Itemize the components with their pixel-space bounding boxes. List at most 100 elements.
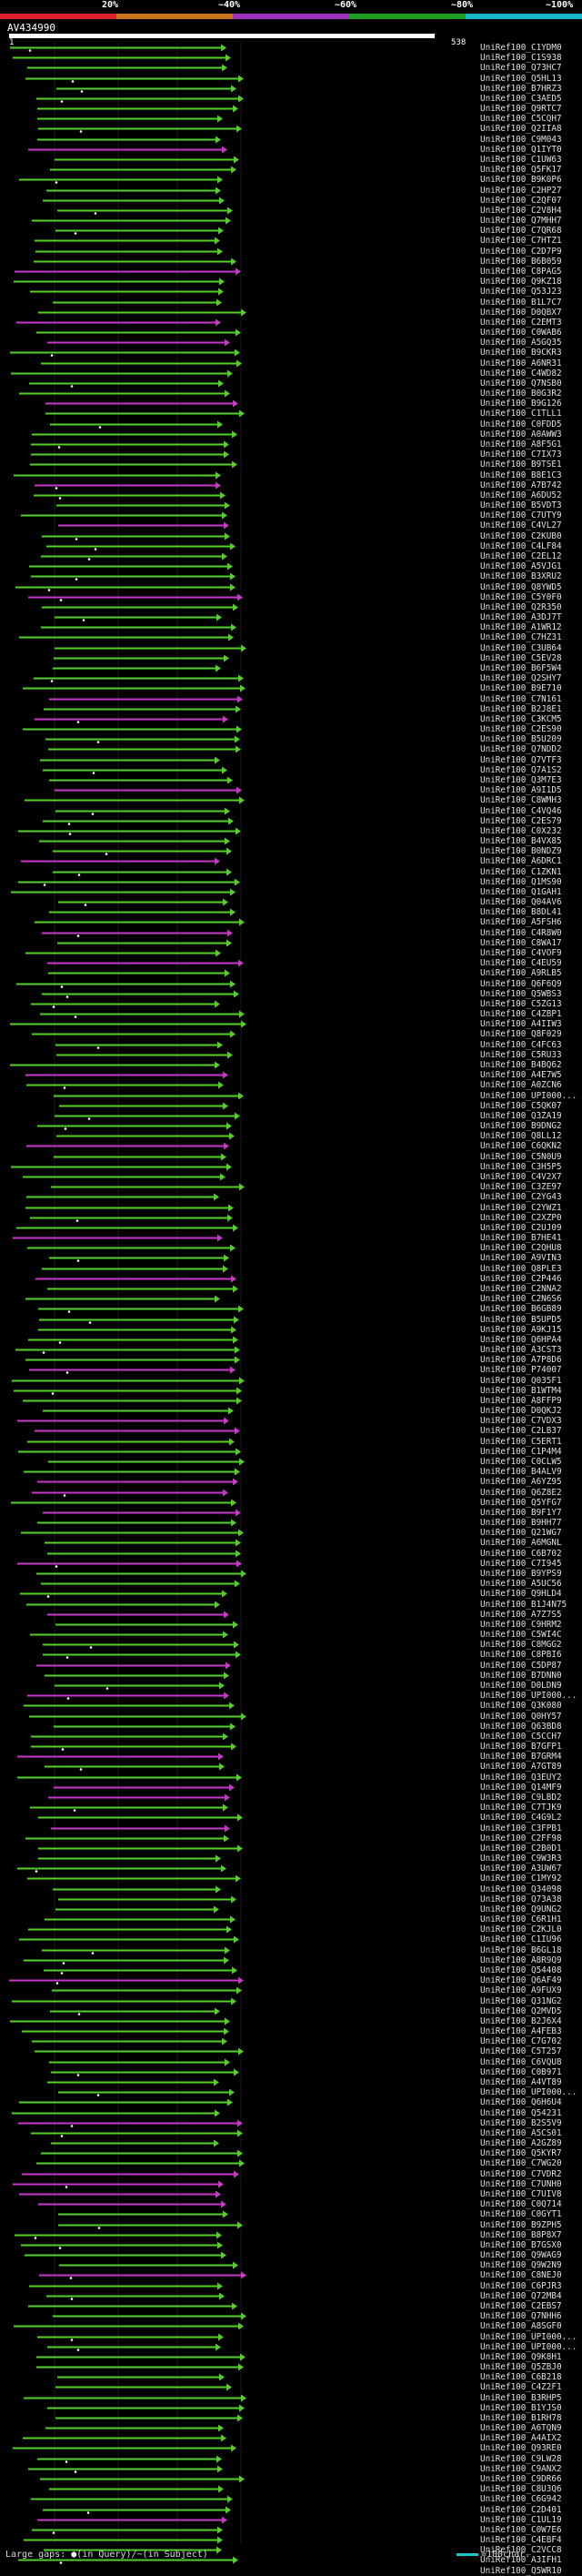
hit-label[interactable]: UniRef100_B5U209 [480, 734, 562, 745]
hit-label[interactable]: UniRef100_A4E7W5 [480, 1070, 562, 1081]
hit-label[interactable]: UniRef100_C5N0U9 [480, 1151, 562, 1162]
hit-label[interactable]: UniRef100_B9HH77 [480, 1518, 562, 1529]
hit-label[interactable]: UniRef100_C9LBD2 [480, 1792, 562, 1803]
hit-label[interactable]: UniRef100_A0ZCN6 [480, 1080, 562, 1091]
hit-label[interactable]: UniRef100_C7QR68 [480, 226, 562, 237]
hit-label[interactable]: UniRef100_B6F5W4 [480, 662, 562, 673]
hit-label[interactable]: UniRef100_B9DNG2 [480, 1121, 562, 1132]
hit-label[interactable]: UniRef100_A9KJ15 [480, 1324, 562, 1335]
hit-label[interactable]: UniRef100_C6R1H1 [480, 1914, 562, 1925]
hit-label[interactable]: UniRef100_A2GZ89 [480, 2138, 562, 2149]
hit-label[interactable]: UniRef100_C5Y0F0 [480, 591, 562, 602]
hit-label[interactable]: UniRef100_A4VT89 [480, 2077, 562, 2087]
hit-label[interactable]: UniRef100_C7HZ31 [480, 632, 562, 643]
hit-label[interactable]: UniRef100_Q7NSB0 [480, 378, 562, 389]
hit-label[interactable]: UniRef100_C2QF07 [480, 195, 562, 206]
hit-label[interactable]: UniRef100_C6PJR3 [480, 2280, 562, 2291]
hit-label[interactable]: UniRef100_C7UNH0 [480, 2178, 562, 2189]
hit-label[interactable]: UniRef100_C0GYT1 [480, 2209, 562, 2220]
hit-label[interactable]: UniRef100_B9TSE1 [480, 460, 562, 470]
hit-label[interactable]: UniRef100_A8FFP9 [480, 1395, 562, 1406]
hit-label[interactable]: UniRef100_A5UC56 [480, 1579, 562, 1590]
hit-label[interactable]: UniRef100_C7IX73 [480, 450, 562, 460]
hit-label[interactable]: UniRef100_C6B218 [480, 2372, 562, 2383]
hit-label[interactable]: UniRef100_Q6AF49 [480, 1975, 562, 1986]
hit-label[interactable]: UniRef100_C8WMH3 [480, 795, 562, 806]
hit-label[interactable]: UniRef100_Q7NDD2 [480, 744, 562, 755]
hit-label[interactable]: UniRef100_C0W7E6 [480, 2524, 562, 2535]
hit-label[interactable]: UniRef100_C5RU33 [480, 1049, 562, 1060]
hit-label[interactable]: UniRef100_C8MGG2 [480, 1640, 562, 1651]
hit-label[interactable]: UniRef100_D0QBX7 [480, 307, 562, 318]
hit-label[interactable]: UniRef100_B1WTM4 [480, 1385, 562, 1396]
hit-label[interactable]: UniRef100_C7UIV8 [480, 2188, 562, 2199]
hit-label[interactable]: UniRef100_C3UB64 [480, 642, 562, 653]
hit-label[interactable]: UniRef100_A7Z7S5 [480, 1609, 562, 1620]
hit-label[interactable]: UniRef100_Q9W2N9 [480, 2260, 562, 2271]
hit-label[interactable]: UniRef100_C5T257 [480, 2046, 562, 2057]
hit-label[interactable]: UniRef100_A4IIW3 [480, 1019, 562, 1030]
hit-label[interactable]: UniRef100_C3H5P5 [480, 1161, 562, 1172]
hit-label[interactable]: UniRef100_Q9WAG9 [480, 2250, 562, 2261]
hit-label[interactable]: UniRef100_C1YDM0 [480, 43, 562, 53]
hit-label[interactable]: UniRef100_A9I1D5 [480, 785, 562, 796]
hit-label[interactable]: UniRef100_Q9RTC7 [480, 104, 562, 115]
hit-label[interactable]: UniRef100_A5GQ35 [480, 338, 562, 349]
hit-label[interactable]: UniRef100_UPI000... [480, 2341, 577, 2352]
hit-label[interactable]: UniRef100_Q3ZA19 [480, 1110, 562, 1121]
hit-label[interactable]: UniRef100_C7VDX3 [480, 1416, 562, 1427]
hit-label[interactable]: UniRef100_C3AED5 [480, 93, 562, 104]
hit-label[interactable]: UniRef100_Q9K8H1 [480, 2351, 562, 2362]
hit-label[interactable]: UniRef100_C5EV28 [480, 652, 562, 663]
hit-label[interactable]: UniRef100_B0NDZ9 [480, 846, 562, 857]
hit-label[interactable]: UniRef100_C4ZBP1 [480, 1009, 562, 1020]
hit-label[interactable]: UniRef100_Q93RE0 [480, 2443, 562, 2454]
hit-label[interactable]: UniRef100_C2NNA2 [480, 1283, 562, 1294]
hit-label[interactable]: UniRef100_A6TQN9 [480, 2423, 562, 2434]
hit-label[interactable]: UniRef100_Q73A38 [480, 1894, 562, 1904]
hit-label[interactable]: UniRef100_C4WD82 [480, 368, 562, 379]
hit-label[interactable]: UniRef100_C6B702 [480, 1548, 562, 1559]
hit-label[interactable]: UniRef100_C4Z2F1 [480, 2382, 562, 2393]
hit-label[interactable]: UniRef100_C2YWZ1 [480, 1202, 562, 1213]
hit-label[interactable]: UniRef100_Q8LL12 [480, 1131, 562, 1142]
hit-label[interactable]: UniRef100_C4FC63 [480, 1039, 562, 1050]
hit-label[interactable]: UniRef100_C1IU96 [480, 1935, 562, 1945]
hit-label[interactable]: UniRef100_Q2MVD5 [480, 2005, 562, 2016]
hit-label[interactable]: UniRef100_B9F1Y7 [480, 1507, 562, 1518]
hit-label[interactable]: UniRef100_C8NEJ0 [480, 2270, 562, 2281]
hit-label[interactable]: UniRef100_D0LDN9 [480, 1680, 562, 1691]
hit-label[interactable]: UniRef100_C2ES90 [480, 724, 562, 735]
hit-label[interactable]: UniRef100_C5WI4C [480, 1630, 562, 1641]
hit-label[interactable]: UniRef100_Q2IIA8 [480, 124, 562, 135]
hit-label[interactable]: UniRef100_B9G126 [480, 399, 562, 409]
hit-label[interactable]: UniRef100_A3CST3 [480, 1345, 562, 1356]
hit-label[interactable]: UniRef100_C2P446 [480, 1273, 562, 1284]
hit-label[interactable]: UniRef100_B1RH78 [480, 2412, 562, 2423]
hit-label[interactable]: UniRef100_B7HE41 [480, 1233, 562, 1244]
hit-label[interactable]: UniRef100_B9YPS9 [480, 1569, 562, 1579]
hit-label[interactable]: UniRef100_Q5YFG7 [480, 1497, 562, 1508]
hit-label[interactable]: UniRef100_B7HRZ3 [480, 83, 562, 94]
hit-label[interactable]: UniRef100_Q9KZ18 [480, 277, 562, 288]
hit-label[interactable]: UniRef100_C7N161 [480, 693, 562, 704]
hit-label[interactable]: UniRef100_C0B971 [480, 2066, 562, 2077]
hit-label[interactable]: UniRef100_C7WG20 [480, 2158, 562, 2169]
hit-label[interactable]: UniRef100_B1YJS0 [480, 2402, 562, 2413]
hit-label[interactable]: UniRef100_Q1GAH1 [480, 886, 562, 897]
hit-label[interactable]: UniRef100_Q21WG7 [480, 1528, 562, 1539]
hit-label[interactable]: UniRef100_C7TJK9 [480, 1803, 562, 1813]
hit-label[interactable]: UniRef100_B2S5V9 [480, 2117, 562, 2128]
hit-label[interactable]: UniRef100_Q3M7E3 [480, 774, 562, 785]
hit-label[interactable]: UniRef100_C9M043 [480, 134, 562, 145]
hit-label[interactable]: UniRef100_A6DU52 [480, 490, 562, 500]
hit-label[interactable]: UniRef100_C1UL19 [480, 2514, 562, 2525]
hit-label[interactable]: UniRef100_Q2R350 [480, 601, 562, 612]
hit-label[interactable]: UniRef100_C2LB37 [480, 1426, 562, 1437]
hit-label[interactable]: UniRef100_C2D7P9 [480, 246, 562, 257]
hit-label[interactable]: UniRef100_Q5FK17 [480, 165, 562, 176]
hit-label[interactable]: UniRef100_C2EMT3 [480, 317, 562, 328]
hit-label[interactable]: UniRef100_B9E710 [480, 683, 562, 694]
hit-label[interactable]: UniRef100_B6GL18 [480, 1945, 562, 1955]
hit-label[interactable]: UniRef100_C4V2X7 [480, 1171, 562, 1182]
